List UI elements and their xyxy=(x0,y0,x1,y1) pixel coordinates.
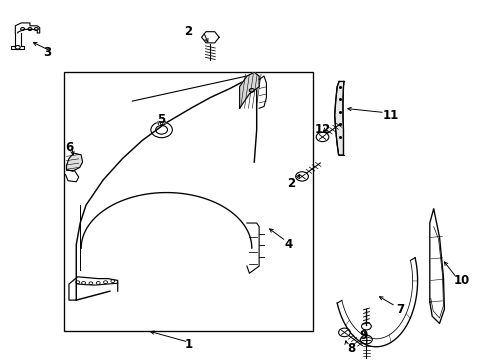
Text: 5: 5 xyxy=(157,113,165,126)
Text: 8: 8 xyxy=(347,342,355,355)
Polygon shape xyxy=(334,81,343,155)
Text: 7: 7 xyxy=(396,303,404,316)
Bar xyxy=(64,72,312,330)
Text: 6: 6 xyxy=(65,141,73,154)
Text: 3: 3 xyxy=(43,46,51,59)
Polygon shape xyxy=(239,72,259,108)
Text: 4: 4 xyxy=(284,238,292,251)
Text: 12: 12 xyxy=(314,123,330,136)
Text: 9: 9 xyxy=(359,329,367,342)
Text: 11: 11 xyxy=(382,109,398,122)
Text: 2: 2 xyxy=(286,177,294,190)
Text: 1: 1 xyxy=(184,338,192,351)
Text: 10: 10 xyxy=(452,274,468,287)
Text: 2: 2 xyxy=(184,25,192,38)
Polygon shape xyxy=(66,153,82,171)
